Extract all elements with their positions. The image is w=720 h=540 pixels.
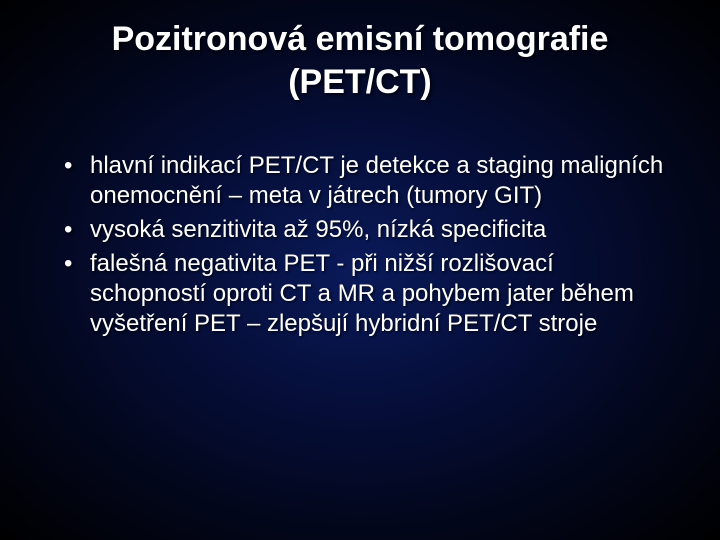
slide-title: Pozitronová emisní tomografie (PET/CT) bbox=[40, 18, 680, 103]
slide-content: hlavní indikací PET/CT je detekce a stag… bbox=[40, 151, 680, 339]
bullet-list: hlavní indikací PET/CT je detekce a stag… bbox=[60, 151, 676, 339]
list-item: vysoká senzitivita až 95%, nízká specifi… bbox=[60, 215, 676, 245]
list-item: falešná negativita PET - při nižší rozli… bbox=[60, 249, 676, 339]
list-item: hlavní indikací PET/CT je detekce a stag… bbox=[60, 151, 676, 211]
slide: Pozitronová emisní tomografie (PET/CT) h… bbox=[0, 0, 720, 540]
